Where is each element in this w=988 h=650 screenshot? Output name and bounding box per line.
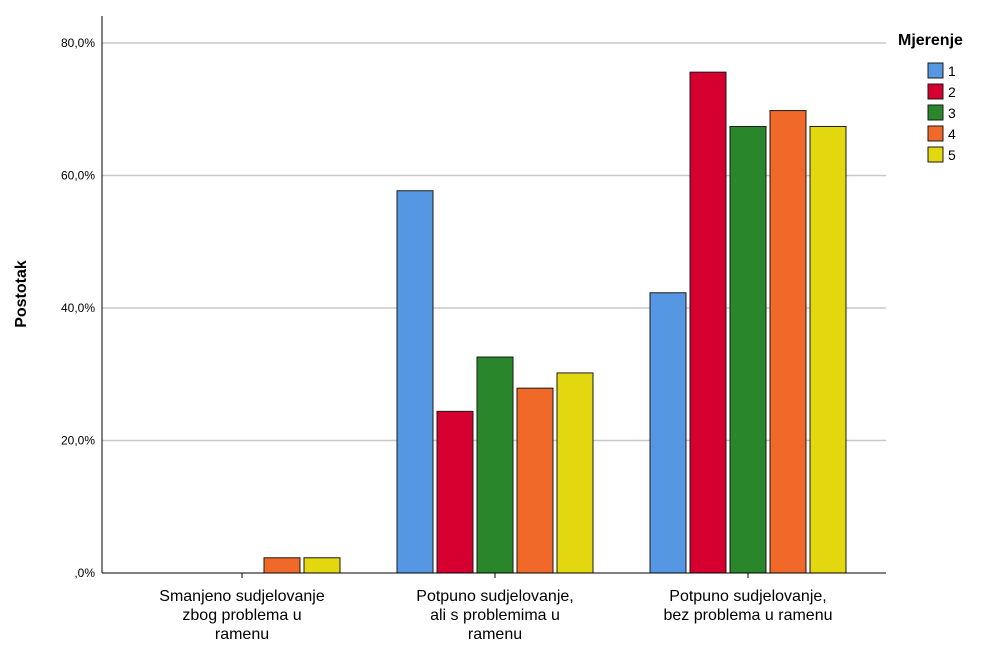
legend-swatch-3 xyxy=(927,104,944,121)
category-label-line: Potpuno sudjelovanje, xyxy=(669,588,826,605)
bar-series-1-cat-3 xyxy=(649,292,687,574)
category-labels: Smanjeno sudjelovanje zbog problema u rame… xyxy=(159,588,832,643)
bar-series-4-cat-2 xyxy=(516,387,554,574)
y-tick-labels: ,0% 20,0% 40,0% 60,0% 80,0% xyxy=(61,36,95,580)
category-label-line: ramenu xyxy=(468,626,522,643)
legend: Mjerenje 1 2 3 4 5 xyxy=(898,32,963,163)
category-label: Potpuno sudjelovanje, ali s problemima u r… xyxy=(416,588,573,643)
category-label-line: bez problema u ramenu xyxy=(664,607,833,624)
legend-swatch-5 xyxy=(927,146,944,163)
bar-series-3-cat-3 xyxy=(729,125,767,574)
category-label-line: ramenu xyxy=(215,626,269,643)
bar-series-4-cat-1 xyxy=(263,557,301,574)
category-label-line: ali s problemima u xyxy=(430,607,560,624)
bar-series-1-cat-2 xyxy=(396,190,434,574)
bar-series-2-cat-2 xyxy=(436,410,474,574)
bar-series-2-cat-3 xyxy=(689,71,727,574)
legend-label-5: 5 xyxy=(948,147,956,163)
bar-series-5-cat-3 xyxy=(809,125,847,574)
bar-series-4-cat-3 xyxy=(769,110,807,574)
legend-label-4: 4 xyxy=(948,126,956,142)
category-label: Smanjeno sudjelovanje zbog problema u rame… xyxy=(159,588,325,643)
y-tick-label: 80,0% xyxy=(61,36,95,50)
legend-label-3: 3 xyxy=(948,105,956,121)
legend-label-1: 1 xyxy=(948,63,956,79)
y-tick-label: ,0% xyxy=(74,566,95,580)
bar-series-5-cat-1 xyxy=(303,557,341,574)
legend-title: Mjerenje xyxy=(898,32,963,49)
y-tick-label: 60,0% xyxy=(61,169,95,183)
bar-series-5-cat-2 xyxy=(556,372,594,574)
legend-swatch-4 xyxy=(927,125,944,142)
bars xyxy=(263,71,847,574)
y-tick-label: 20,0% xyxy=(61,434,95,448)
y-axis-label: Postotak xyxy=(13,260,30,328)
category-label-line: Smanjeno sudjelovanje xyxy=(159,588,325,605)
legend-swatch-1 xyxy=(927,62,944,79)
legend-label-2: 2 xyxy=(948,84,956,100)
axes xyxy=(101,16,886,578)
legend-swatch-2 xyxy=(927,83,944,100)
category-label-line: zbog problema u xyxy=(182,607,301,624)
bar-series-3-cat-2 xyxy=(476,356,514,574)
category-label: Potpuno sudjelovanje, bez problema u rame… xyxy=(664,588,833,624)
y-tick-label: 40,0% xyxy=(61,301,95,315)
category-label-line: Potpuno sudjelovanje, xyxy=(416,588,573,605)
